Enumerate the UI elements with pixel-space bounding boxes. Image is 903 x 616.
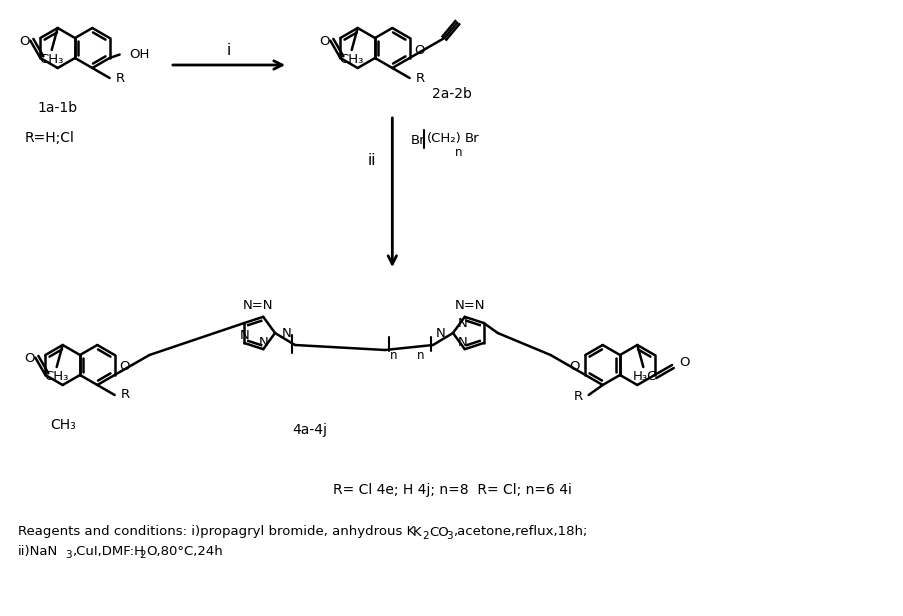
Text: N: N [436, 326, 445, 339]
Text: OH: OH [129, 48, 150, 61]
Text: 2: 2 [139, 550, 145, 560]
Text: N: N [457, 317, 467, 330]
Text: i: i [227, 43, 231, 57]
Text: O: O [24, 352, 34, 365]
Text: R: R [116, 71, 125, 84]
Text: ii)NaN: ii)NaN [18, 545, 58, 557]
Text: N: N [258, 336, 268, 349]
Text: n: n [417, 349, 424, 362]
Text: CH₃: CH₃ [340, 52, 364, 65]
Text: H₃C: H₃C [632, 370, 656, 383]
Text: 4a-4j: 4a-4j [293, 423, 327, 437]
Text: O: O [119, 360, 129, 373]
Text: CH₃: CH₃ [40, 52, 64, 65]
Text: R: R [415, 71, 424, 84]
Text: Reagents and conditions: i)propagryl bromide, anhydrous K: Reagents and conditions: i)propagryl bro… [18, 525, 414, 538]
Text: N=N: N=N [243, 299, 273, 312]
Text: R: R [120, 389, 130, 402]
Text: O: O [414, 44, 424, 57]
Text: O,80°C,24h: O,80°C,24h [146, 545, 222, 557]
Text: ii: ii [368, 153, 377, 168]
Text: R=H;Cl: R=H;Cl [24, 131, 75, 145]
Text: 2a-2b: 2a-2b [431, 87, 471, 101]
Text: CO: CO [429, 525, 448, 538]
Text: Br: Br [464, 131, 479, 145]
Text: CH₃: CH₃ [44, 370, 69, 383]
Text: O: O [319, 35, 330, 48]
Text: O: O [19, 35, 30, 48]
Text: O: O [569, 360, 579, 373]
Text: ,acetone,reflux,18h;: ,acetone,reflux,18h; [452, 525, 587, 538]
Text: N: N [457, 336, 467, 349]
Text: CH₃: CH₃ [50, 418, 76, 432]
Text: (CH₂): (CH₂) [427, 131, 461, 145]
Text: ,CuI,DMF:H: ,CuI,DMF:H [72, 545, 144, 557]
Text: 3: 3 [445, 531, 452, 541]
Text: N: N [282, 326, 292, 339]
Text: R= Cl 4e; H 4j; n=8  R= Cl; n=6 4i: R= Cl 4e; H 4j; n=8 R= Cl; n=6 4i [332, 483, 571, 497]
Text: 1a-1b: 1a-1b [38, 101, 78, 115]
Text: n: n [455, 145, 462, 158]
Text: 2: 2 [422, 531, 428, 541]
Text: n: n [390, 349, 397, 362]
Text: 3: 3 [65, 550, 71, 560]
Text: R: R [573, 389, 582, 402]
Text: Br: Br [410, 134, 424, 147]
Text: K: K [413, 525, 421, 538]
Text: N: N [239, 330, 249, 342]
Text: O: O [678, 357, 689, 370]
Text: N=N: N=N [454, 299, 485, 312]
